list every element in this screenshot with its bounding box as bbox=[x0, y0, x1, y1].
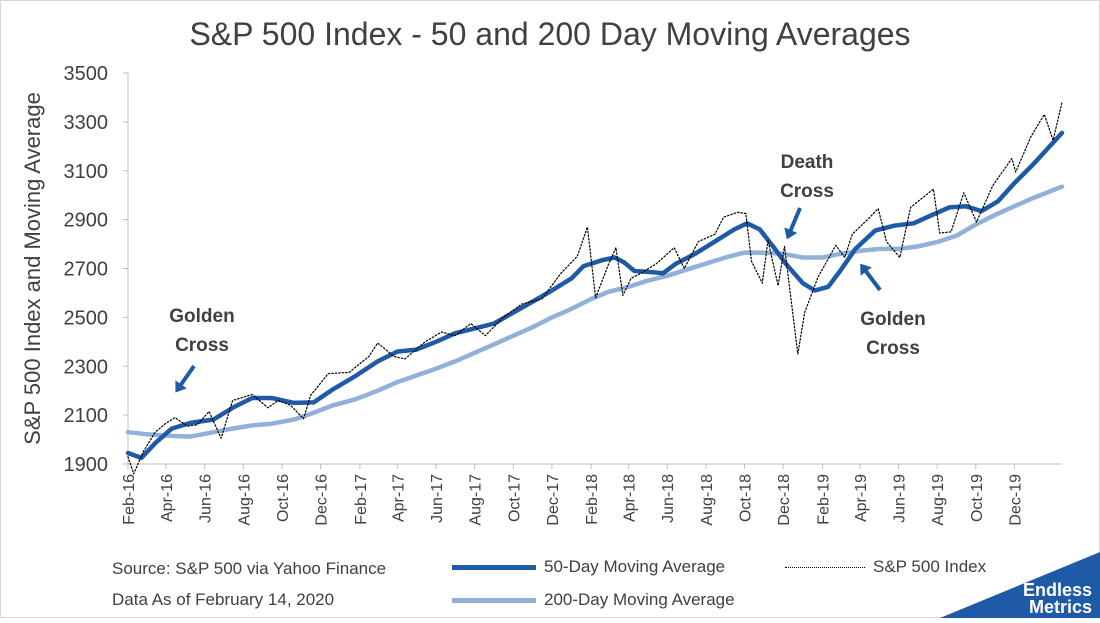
chart-title: S&P 500 Index - 50 and 200 Day Moving Av… bbox=[189, 16, 911, 52]
x-tick-label: Feb-16 bbox=[121, 474, 138, 525]
legend-swatch-200day bbox=[452, 597, 536, 603]
annotation-label-line2: Cross bbox=[175, 335, 229, 356]
y-tick-label: 2100 bbox=[64, 405, 109, 427]
y-tick-label: 1900 bbox=[64, 454, 109, 476]
annotation-label-line1: Golden bbox=[169, 306, 234, 327]
x-tick-label: Aug-16 bbox=[236, 474, 253, 526]
x-tick-label: Feb-17 bbox=[353, 474, 370, 525]
annotation-arrow-icon bbox=[175, 380, 187, 393]
x-tick-label: Apr-18 bbox=[622, 474, 639, 522]
as-of-text: Data As of February 14, 2020 bbox=[112, 590, 335, 609]
annotation-label-line1: Golden bbox=[860, 309, 925, 330]
x-tick-label: Apr-19 bbox=[853, 474, 870, 522]
brand-triangle-icon bbox=[940, 552, 1100, 618]
y-tick-label: 2700 bbox=[64, 259, 109, 281]
annotation-arrow-shaft bbox=[788, 207, 802, 233]
series-line-50day bbox=[125, 130, 1065, 461]
x-tick-label: Dec-16 bbox=[314, 474, 331, 526]
y-tick-label: 2500 bbox=[64, 307, 109, 329]
annotation-label-line1: Death bbox=[781, 152, 834, 173]
y-axis-title: S&P 500 Index and Moving Average bbox=[20, 92, 45, 445]
y-tick-label: 3500 bbox=[64, 63, 109, 85]
x-tick-label: Oct-16 bbox=[275, 474, 292, 522]
x-tick-label: Apr-16 bbox=[159, 474, 176, 522]
legend-label-50day: 50-Day Moving Average bbox=[544, 557, 726, 576]
y-tick-label: 2900 bbox=[64, 210, 109, 232]
legend-label-index: S&P 500 Index bbox=[873, 557, 987, 576]
x-tick-label: Aug-18 bbox=[699, 474, 716, 526]
x-tick-label: Jun-16 bbox=[198, 474, 215, 523]
legend-label-200day: 200-Day Moving Average bbox=[544, 590, 735, 609]
brand-text: Endless Metrics bbox=[1022, 580, 1092, 617]
x-tick-label: Oct-17 bbox=[506, 474, 523, 522]
brand-line1: Endless bbox=[1022, 580, 1092, 600]
annotation-label-line2: Cross bbox=[866, 338, 920, 359]
annotation-arrow-icon bbox=[784, 227, 798, 240]
annotation-label-line2: Cross bbox=[780, 181, 834, 202]
x-tick-label: Jun-18 bbox=[660, 474, 677, 523]
x-tick-label: Jun-19 bbox=[892, 474, 909, 523]
legend-item-50day: 50-Day Moving Average bbox=[452, 557, 725, 577]
x-tick-label: Aug-17 bbox=[468, 474, 485, 526]
x-tick-label: Feb-19 bbox=[815, 474, 832, 525]
brand-line2: Metrics bbox=[1028, 597, 1092, 617]
legend-item-200day: 200-Day Moving Average bbox=[452, 590, 735, 610]
x-tick-label: Dec-18 bbox=[776, 474, 793, 526]
x-tick-label: Feb-18 bbox=[584, 474, 601, 525]
x-tick-label: Oct-18 bbox=[738, 474, 755, 522]
legend-swatch-index bbox=[785, 566, 865, 568]
annotation-arrow-shaft bbox=[178, 364, 196, 388]
y-tick-label: 3300 bbox=[64, 112, 109, 134]
legend-swatch-50day bbox=[452, 564, 536, 570]
x-tick-label: Jun-17 bbox=[429, 474, 446, 523]
y-tick-label: 2300 bbox=[64, 356, 109, 378]
y-tick-label: 3100 bbox=[64, 161, 109, 183]
x-tick-label: Apr-17 bbox=[390, 474, 407, 522]
x-tick-label: Dec-19 bbox=[1007, 474, 1024, 526]
brand-logo: Endless Metrics bbox=[940, 552, 1100, 618]
annotation-arrow-icon bbox=[860, 263, 872, 276]
legend-item-index: S&P 500 Index bbox=[785, 557, 986, 577]
series-line-index bbox=[127, 101, 1063, 475]
source-text: Source: S&P 500 via Yahoo Finance bbox=[112, 559, 387, 578]
annotation-arrow-shaft bbox=[863, 268, 882, 292]
x-tick-label: Aug-19 bbox=[930, 474, 947, 526]
x-tick-label: Oct-19 bbox=[969, 474, 986, 522]
x-tick-label: Dec-17 bbox=[545, 474, 562, 526]
